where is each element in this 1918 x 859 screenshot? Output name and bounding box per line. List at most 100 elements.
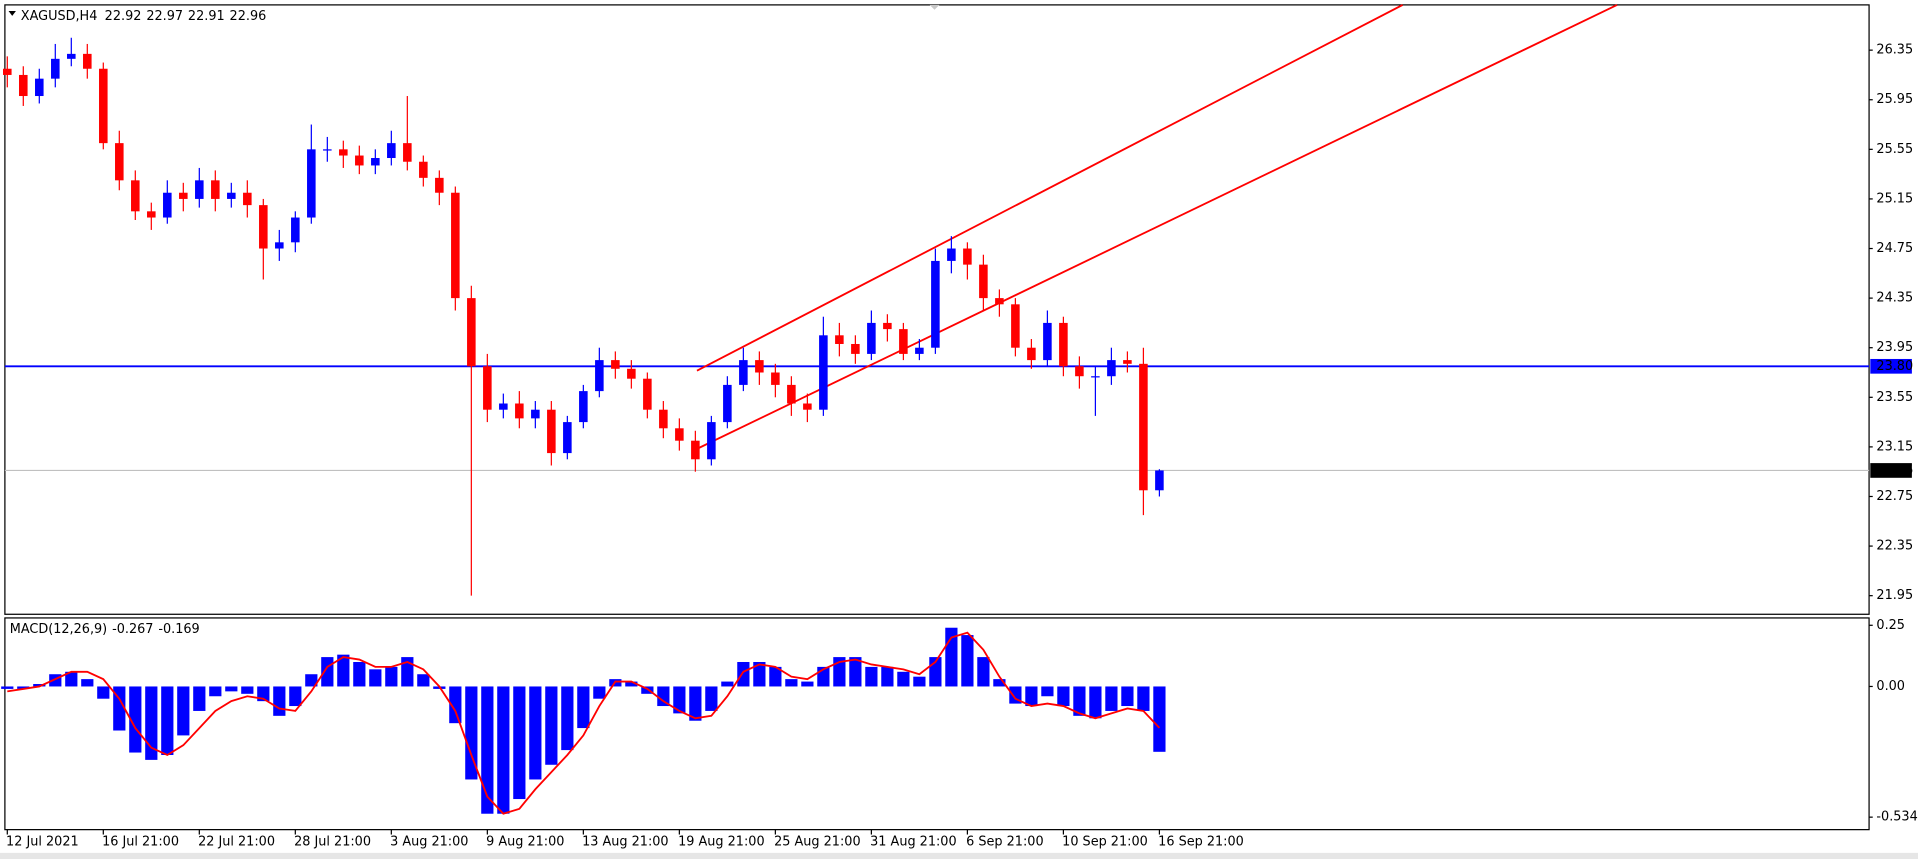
candle-body bbox=[227, 192, 236, 199]
y-tick-label: 22.75 bbox=[1876, 489, 1913, 504]
x-tick-label: 25 Aug 21:00 bbox=[774, 834, 860, 849]
y-tick-label: 25.15 bbox=[1876, 191, 1913, 206]
x-tick-label: 16 Sep 21:00 bbox=[1158, 834, 1244, 849]
candle-body bbox=[1123, 360, 1132, 364]
candle-body bbox=[947, 248, 956, 261]
macd-bar bbox=[513, 686, 526, 800]
y-tick-label: 23.55 bbox=[1876, 390, 1913, 405]
candle-body bbox=[179, 192, 188, 199]
macd-bar bbox=[721, 681, 734, 687]
macd-bar bbox=[593, 686, 606, 699]
macd-bar bbox=[481, 686, 494, 814]
candle-body bbox=[851, 343, 860, 354]
macd-bar bbox=[577, 686, 590, 729]
macd-title: MACD(12,26,9) bbox=[10, 621, 107, 636]
macd-bar bbox=[1153, 686, 1166, 752]
macd-bar bbox=[737, 661, 750, 687]
candle-body bbox=[99, 68, 108, 144]
header-open: 22.92 bbox=[105, 8, 142, 23]
x-tick-label: 12 Jul 2021 bbox=[6, 834, 79, 849]
candle-body bbox=[211, 180, 220, 199]
candle-body bbox=[403, 143, 412, 162]
candle-body bbox=[867, 322, 876, 354]
macd-bar bbox=[1089, 686, 1102, 719]
candle-body bbox=[483, 366, 492, 410]
candle-body bbox=[547, 409, 556, 454]
candle-body bbox=[435, 177, 444, 193]
candle-body bbox=[467, 298, 476, 367]
candle-body bbox=[131, 180, 140, 212]
tab-strip bbox=[0, 852, 1918, 859]
candle-body bbox=[979, 264, 988, 299]
x-tick-label: 16 Jul 21:00 bbox=[102, 834, 179, 849]
y-tick-label: -0.534 bbox=[1876, 810, 1917, 825]
y-tick-label: 23.95 bbox=[1876, 340, 1913, 355]
macd-bar bbox=[289, 686, 302, 707]
candle-body bbox=[291, 217, 300, 243]
candle-body bbox=[1107, 360, 1116, 377]
candle-body bbox=[1139, 363, 1148, 491]
header: XAGUSD,H4 22.92 22.97 22.91 22.96 bbox=[21, 8, 266, 23]
candle-body bbox=[771, 372, 780, 385]
macd-bar bbox=[673, 686, 686, 714]
candle-body bbox=[659, 409, 668, 429]
candle-body bbox=[515, 403, 524, 419]
price-tag bbox=[1870, 463, 1912, 478]
candle-body bbox=[115, 143, 124, 181]
signal-line bbox=[7, 631, 1161, 815]
candle-body bbox=[963, 248, 972, 265]
candle-body bbox=[307, 149, 316, 218]
candle-body bbox=[339, 149, 348, 156]
macd-bar bbox=[113, 686, 126, 731]
macd-bar bbox=[1041, 686, 1054, 697]
macd-bar bbox=[305, 674, 318, 687]
header-low: 22.91 bbox=[188, 8, 225, 23]
macd-bar bbox=[993, 679, 1006, 687]
macd-bar bbox=[657, 686, 670, 707]
macd-bar bbox=[689, 686, 702, 721]
x-tick-label: 3 Aug 21:00 bbox=[390, 834, 468, 849]
trend-line bbox=[696, 4, 1618, 450]
candle-body bbox=[1011, 304, 1020, 348]
candle-body bbox=[627, 368, 636, 379]
y-tick-label: 24.75 bbox=[1876, 241, 1913, 256]
header-arrow bbox=[8, 11, 16, 16]
candle-body bbox=[1027, 347, 1036, 361]
candle-body bbox=[67, 53, 76, 59]
candle-body bbox=[243, 192, 252, 206]
candle-body bbox=[915, 347, 924, 354]
candle-body bbox=[419, 161, 428, 178]
macd-bar bbox=[225, 686, 238, 692]
y-tick-label: 24.35 bbox=[1876, 291, 1913, 306]
candle-body bbox=[835, 335, 844, 344]
macd-bar bbox=[913, 676, 926, 687]
macd-bar bbox=[193, 686, 206, 711]
macd-bar bbox=[833, 657, 846, 687]
candle-body bbox=[387, 143, 396, 159]
macd-value: -0.267 bbox=[112, 621, 153, 636]
macd-bar bbox=[641, 686, 654, 694]
candle-body bbox=[675, 428, 684, 441]
macd-bar bbox=[1137, 686, 1150, 711]
signal-value: -0.169 bbox=[158, 621, 199, 636]
candle-body bbox=[355, 155, 364, 166]
y-tick-label: 0.00 bbox=[1876, 679, 1905, 694]
candle-body bbox=[371, 158, 380, 166]
price-tag-label: 23.80 bbox=[1876, 359, 1913, 374]
macd-bar bbox=[705, 686, 718, 711]
candle-body bbox=[723, 384, 732, 423]
price-tag-label: 22.96 bbox=[1876, 463, 1913, 478]
candle-body bbox=[147, 211, 156, 218]
x-tick-label: 9 Aug 21:00 bbox=[486, 834, 564, 849]
x-tick-label: 28 Jul 21:00 bbox=[294, 834, 371, 849]
x-tick-label: 19 Aug 21:00 bbox=[678, 834, 764, 849]
candle-body bbox=[579, 391, 588, 423]
candle-body bbox=[595, 360, 604, 392]
candle-body bbox=[499, 403, 508, 410]
macd-bar bbox=[161, 686, 174, 755]
macd-bar bbox=[401, 657, 414, 687]
x-tick-label: 31 Aug 21:00 bbox=[870, 834, 956, 849]
candle-body bbox=[611, 360, 620, 369]
